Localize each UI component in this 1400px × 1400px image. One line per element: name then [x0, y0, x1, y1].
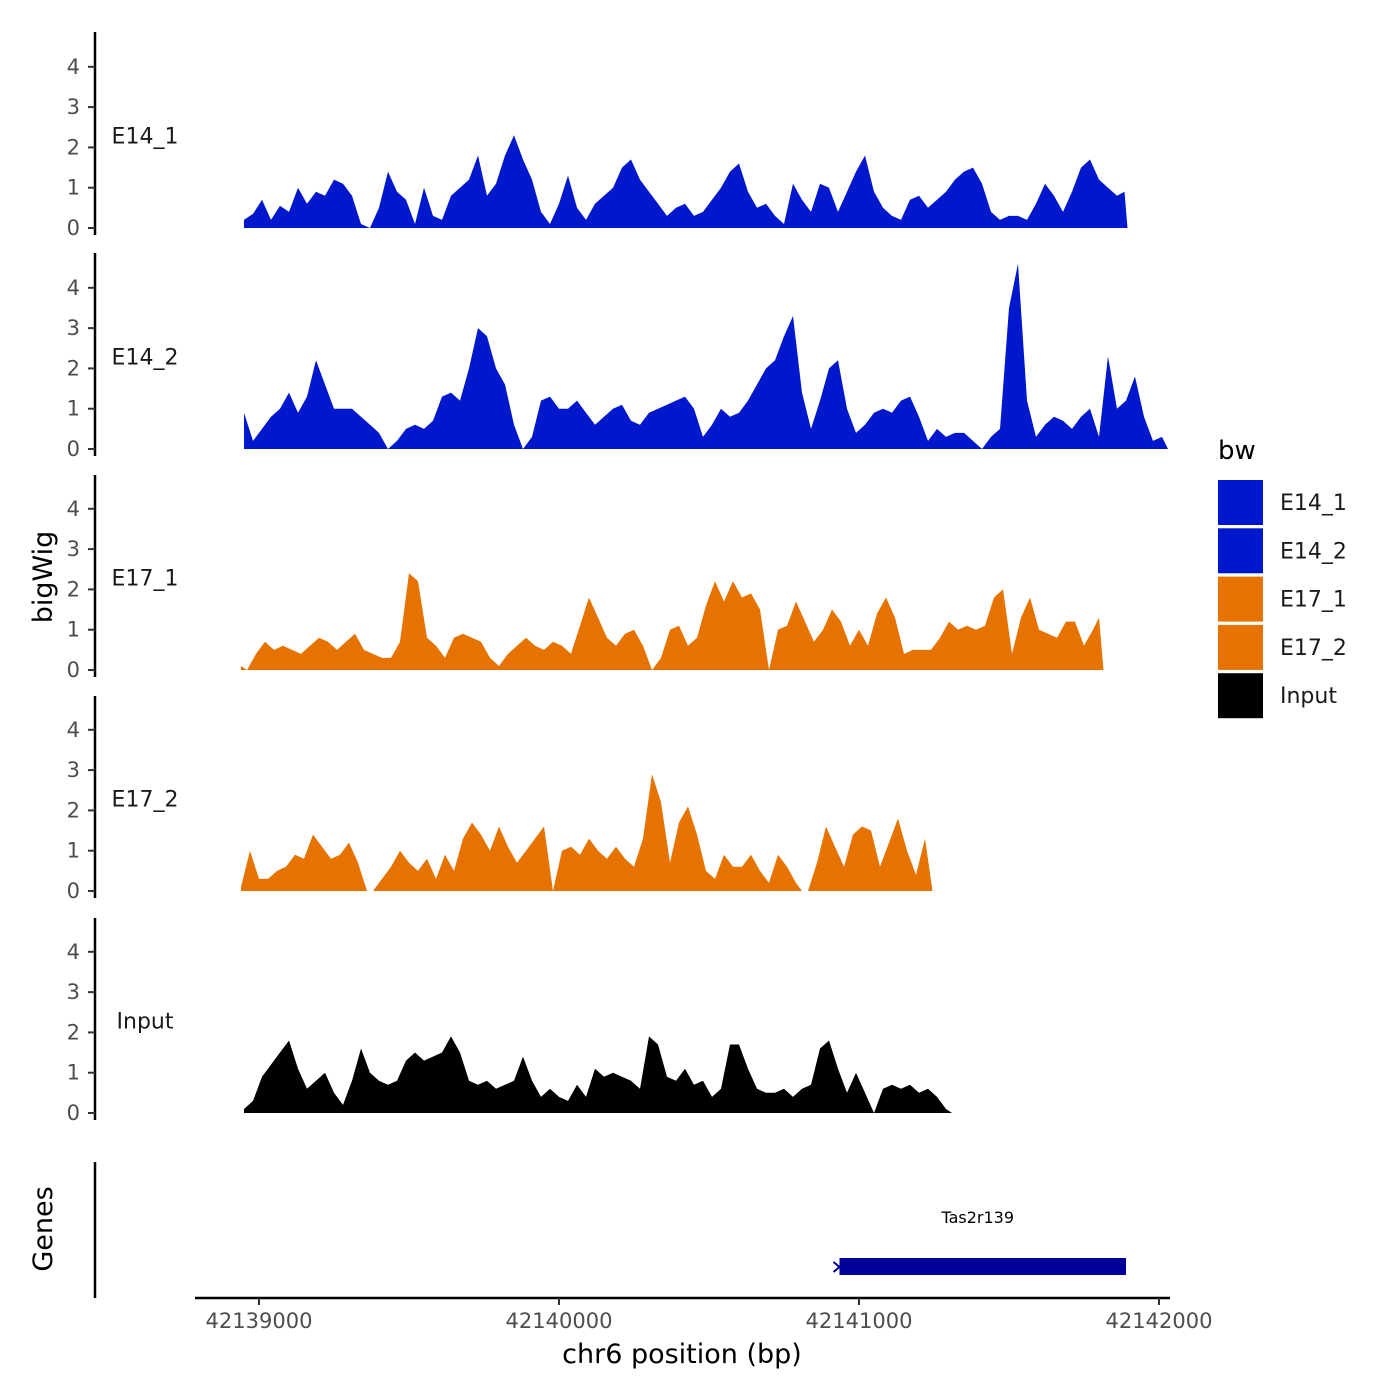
gene-body: [839, 1258, 1126, 1275]
y-tick-label: 0: [67, 437, 80, 461]
gene-tas2r139: Tas2r139: [832, 1208, 1126, 1275]
y-tick-label: 2: [67, 577, 80, 601]
y-tick-label: 0: [67, 1101, 80, 1125]
track-label: E17_1: [112, 566, 179, 591]
x-axis-title: chr6 position (bp): [562, 1339, 802, 1370]
y-tick-label: 4: [67, 497, 80, 521]
genes-track-title: Genes: [28, 1186, 59, 1271]
legend-swatch: [1218, 624, 1263, 670]
legend-item-e17_1: E17_1: [1218, 576, 1347, 622]
coverage-area-e14_1: [244, 135, 1128, 228]
legend-item-e14_1: E14_1: [1218, 480, 1347, 525]
x-tick-label: 42142000: [1106, 1309, 1213, 1333]
track-e17_1: 0 1 2 3 4 E17_1: [67, 475, 1104, 682]
y-tick-label: 3: [67, 316, 80, 340]
y-tick-label: 1: [67, 618, 80, 642]
track-e14_1: 0 1 2 3 4 E14_1: [67, 32, 1128, 240]
legend-swatch: [1218, 673, 1263, 719]
track-input: 0 1 2 3 4 Input: [67, 918, 952, 1125]
y-tick-label: 1: [67, 397, 80, 421]
track-label: E14_2: [112, 345, 179, 370]
y-axis-title: bigWig: [28, 531, 59, 624]
y-tick-label: 4: [67, 276, 80, 300]
y-tick-label: 4: [67, 718, 80, 742]
track-label: E17_2: [112, 787, 179, 812]
coverage-area-input: [244, 1036, 952, 1113]
y-tick-label: 1: [67, 839, 80, 863]
legend-label: E17_2: [1280, 636, 1347, 661]
gene-label: Tas2r139: [940, 1208, 1014, 1227]
y-tick-label: 1: [67, 176, 80, 200]
genes-group: Tas2r139: [832, 1208, 1126, 1275]
legend-item-e14_2: E14_2: [1218, 528, 1347, 574]
legend-label: Input: [1280, 684, 1337, 709]
legend-item-e17_2: E17_2: [1218, 624, 1347, 670]
legend-label: E14_2: [1280, 539, 1347, 564]
track-e14_2: 0 1 2 3 4 E14_2: [67, 253, 1168, 461]
y-tick-label: 3: [67, 758, 80, 782]
legend-swatch: [1218, 528, 1263, 574]
legend-label: E17_1: [1280, 588, 1347, 613]
gene-strand-marker: [832, 1261, 842, 1273]
track-e17_2: 0 1 2 3 4 E17_2: [67, 696, 933, 903]
coverage-tracks: 0 1 2 3 4 E14_1 0 1 2 3 4 E14_2 0 1 2 3 4 E17_1 0 1 2 3 4 E17_2…: [67, 32, 1168, 1125]
legend-label: E14_1: [1280, 491, 1347, 516]
legend-swatch: [1218, 480, 1263, 525]
y-tick-label: 4: [67, 940, 80, 964]
y-tick-label: 2: [67, 356, 80, 380]
y-tick-label: 4: [67, 55, 80, 79]
x-ticks: 42139000 42140000 42141000 42142000: [206, 1298, 1213, 1333]
y-tick-label: 3: [67, 980, 80, 1004]
legend: bw E14_1 E14_2 E17_1 E17_2 Input: [1218, 436, 1347, 719]
y-tick-label: 0: [67, 216, 80, 240]
y-tick-label: 1: [67, 1061, 80, 1085]
y-tick-label: 2: [67, 1020, 80, 1044]
y-tick-label: 2: [67, 135, 80, 159]
legend-items: E14_1 E14_2 E17_1 E17_2 Input: [1218, 480, 1347, 719]
y-tick-label: 0: [67, 879, 80, 903]
legend-swatch: [1218, 576, 1263, 622]
coverage-area-e17_1: [241, 573, 1104, 670]
legend-title: bw: [1218, 436, 1256, 466]
x-tick-label: 42139000: [206, 1309, 313, 1333]
y-tick-label: 3: [67, 95, 80, 119]
coverage-area-e14_2: [244, 263, 1168, 449]
legend-item-input: Input: [1218, 673, 1337, 719]
x-tick-label: 42140000: [506, 1309, 613, 1333]
track-label: E14_1: [112, 124, 179, 149]
y-tick-label: 0: [67, 658, 80, 682]
coverage-area-e17_2: [241, 774, 933, 891]
genes-track: Genes Tas2r139: [28, 1162, 1126, 1298]
x-tick-label: 42141000: [806, 1309, 913, 1333]
track-label: Input: [117, 1009, 174, 1034]
x-axis: 42139000 42140000 42141000 42142000 chr6 po…: [195, 1296, 1213, 1370]
y-tick-label: 2: [67, 798, 80, 822]
y-tick-label: 3: [67, 537, 80, 561]
